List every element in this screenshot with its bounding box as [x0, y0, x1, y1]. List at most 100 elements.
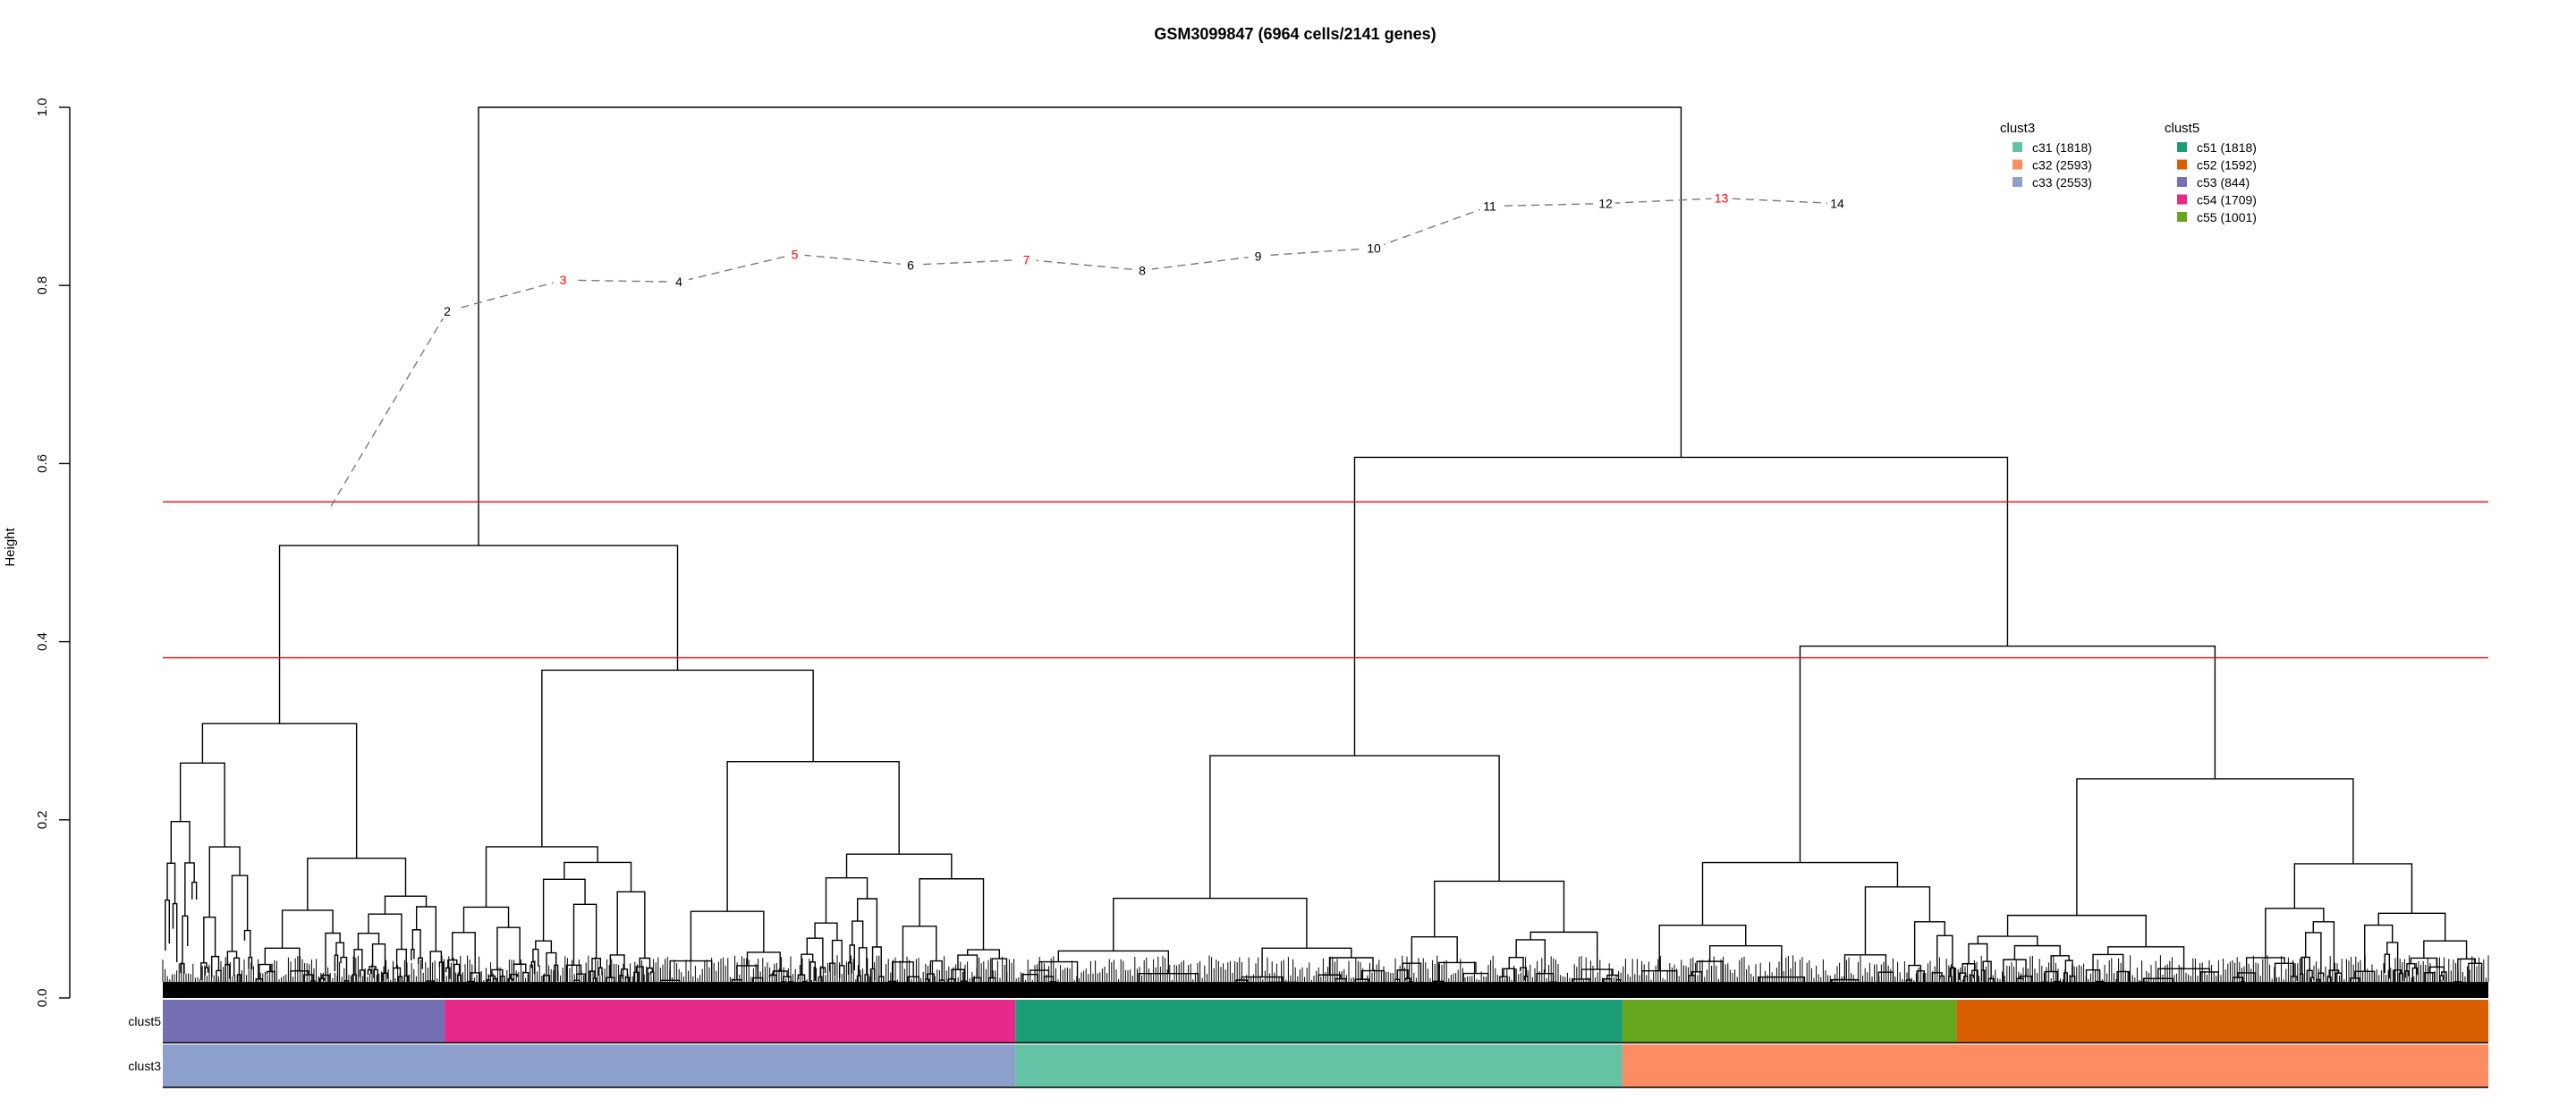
k-label: 5	[792, 247, 799, 261]
subtree-branch	[170, 820, 191, 864]
k-label: 9	[1255, 249, 1262, 263]
subtree-branch	[1701, 861, 1899, 926]
leaf-band-fill	[163, 982, 2488, 998]
subtree-branch	[411, 948, 415, 960]
subtree-branch	[243, 929, 251, 958]
subtree-branch	[2050, 955, 2070, 972]
subtree-branch	[542, 878, 586, 942]
subtree-branch	[1970, 974, 1975, 985]
k-label-bg	[1596, 195, 1615, 211]
k-label: 14	[1830, 197, 1844, 211]
subtree-branch	[825, 877, 869, 924]
subtree-branch	[359, 969, 366, 984]
legend-label: c53 (844)	[2197, 175, 2250, 190]
track-label: clust3	[128, 1059, 161, 1073]
subtree-branch	[532, 948, 539, 967]
track-label: clust5	[128, 1014, 161, 1028]
subtree-branch	[204, 967, 209, 976]
k-label: 8	[1139, 263, 1146, 277]
k-curve-line	[330, 197, 1838, 507]
subtree-branch	[2377, 912, 2446, 942]
k-label-bg	[1827, 195, 1847, 211]
subtree-branch	[809, 961, 817, 985]
legend-title: clust5	[2165, 121, 2199, 136]
legend-title: clust3	[2000, 121, 2035, 136]
subtree-branch	[2044, 970, 2058, 983]
subtree-branch	[1913, 921, 1945, 966]
legend-swatch	[2012, 142, 2022, 152]
k-label-bg	[784, 246, 805, 262]
legend-swatch	[2012, 177, 2022, 187]
k-label: 10	[1367, 241, 1381, 255]
subtree-branch	[281, 909, 334, 949]
subtree-branch	[902, 926, 937, 962]
k-label-bg	[901, 257, 920, 273]
k-label: 13	[1715, 191, 1729, 206]
subtree-branch	[447, 959, 458, 968]
subtree-branch	[438, 961, 445, 982]
subtree-branch	[2003, 959, 2027, 984]
subtree-branch	[633, 971, 640, 987]
subtree-branch	[801, 953, 814, 976]
subtree-branch	[371, 943, 386, 974]
subtree-branch	[184, 862, 195, 917]
subtree-branch	[1968, 943, 1988, 964]
chart-title: GSM3099847 (6964 cells/2141 genes)	[1154, 25, 1436, 43]
track-segment	[1622, 1044, 2488, 1087]
subtree-branch	[166, 862, 176, 904]
legend-swatch	[2012, 159, 2022, 170]
subtree-branch	[746, 951, 781, 971]
subtree-branch	[797, 974, 806, 982]
subtree-branch	[2076, 778, 2354, 916]
k-label: 6	[907, 258, 914, 272]
subtree-branch	[852, 920, 864, 948]
subtree-branch	[2092, 953, 2124, 972]
y-axis-label: Height	[3, 527, 18, 566]
subtree-branch	[369, 966, 377, 970]
y-tick-label: 0.0	[35, 989, 50, 1008]
subtree-branch	[172, 902, 178, 962]
subtree-branch	[307, 858, 407, 910]
subtree-branch	[2424, 972, 2436, 985]
subtree-branch	[1520, 967, 1528, 976]
subtree-branch	[382, 972, 388, 982]
leaf-ticks	[162, 955, 2489, 983]
subtree-branch	[258, 963, 272, 979]
subtree-branch	[857, 898, 878, 947]
k-label: 12	[1598, 197, 1613, 211]
subtree-branch	[462, 906, 510, 933]
track-segment	[1622, 1000, 1957, 1043]
subtree-branch	[367, 968, 372, 975]
subtree-branch	[951, 968, 965, 982]
subtree-branch	[2386, 942, 2399, 970]
subtree-branch	[616, 891, 646, 959]
subtree-branch	[2423, 940, 2468, 960]
legend-label: c55 (1001)	[2197, 210, 2257, 224]
subtree-branch	[485, 846, 598, 908]
subtree-branch	[201, 723, 358, 858]
subtree-branch	[772, 970, 788, 977]
y-axis: 0.0 0.2 0.4 0.6 0.8 1.0	[35, 98, 71, 1008]
legend-label: c31 (1818)	[2032, 140, 2092, 155]
subtree-branch	[357, 933, 380, 950]
subtree-branch	[180, 963, 185, 975]
legend-label: c52 (1592)	[2197, 158, 2257, 173]
subtree-branch	[1864, 886, 1931, 955]
subtree-branch	[2305, 932, 2322, 974]
legend-swatch	[2177, 142, 2187, 152]
legend-label: c32 (2593)	[2032, 158, 2092, 173]
y-tick-label: 0.8	[35, 276, 50, 295]
legend-label: c33 (2553)	[2032, 175, 2092, 190]
subtree-branch	[1508, 957, 1524, 969]
track-segment	[163, 1000, 445, 1043]
cluster-tracks: clust5 clust3	[128, 1000, 2488, 1088]
legend-label: c54 (1709)	[2197, 193, 2257, 207]
subtree-branch	[2265, 908, 2325, 958]
subtree-branch	[597, 967, 603, 976]
track-segment	[445, 1000, 1016, 1043]
leaf-band	[162, 955, 2489, 998]
subtree-branch	[233, 957, 241, 976]
subtree-branch	[2364, 924, 2394, 972]
subtree-branch	[690, 910, 765, 961]
subtree-branch	[530, 960, 536, 975]
